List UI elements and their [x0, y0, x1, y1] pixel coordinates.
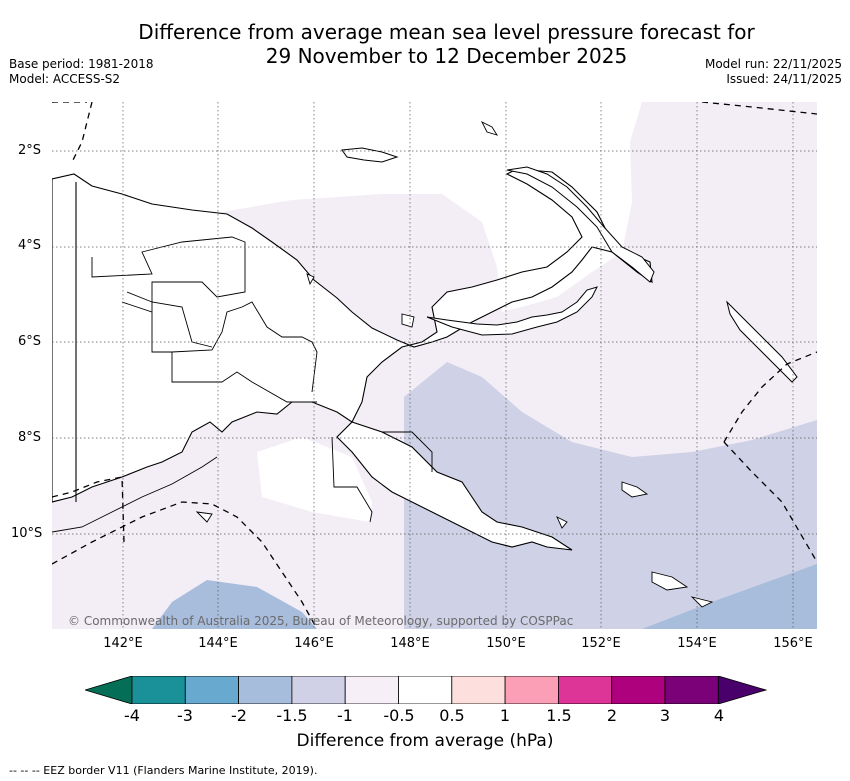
lon-label-146e: 146°E: [294, 636, 334, 651]
legend-label: 3: [659, 706, 671, 725]
provincial-boundaries: [91, 236, 433, 523]
legend-label: 1.5: [546, 706, 572, 725]
lat-label-6s: 6°S: [18, 334, 42, 349]
eastern-islands: [195, 120, 714, 608]
copyright-notice: © Commonwealth of Australia 2025, Bureau…: [68, 614, 574, 628]
eez-footnote: -- -- -- EEZ border V11 (Flanders Marine…: [9, 764, 318, 777]
legend-swatch: [238, 676, 293, 704]
lon-label-142e: 142°E: [103, 636, 143, 651]
lon-label-156e: 156°E: [773, 636, 813, 651]
bougainville-island: [726, 300, 798, 383]
meta-left: Base period: 1981-2018 Model: ACCESS-S2: [9, 57, 154, 87]
anomaly-zone-dark: [152, 580, 317, 629]
lon-label-154e: 154°E: [677, 636, 717, 651]
title-line-2: 29 November to 12 December 2025: [265, 44, 628, 68]
legend-swatch: [664, 676, 719, 704]
legend-swatch: [557, 676, 613, 704]
model-name: Model: ACCESS-S2: [9, 72, 121, 86]
legend-label: 4: [713, 706, 725, 725]
eez-borders: [52, 102, 817, 629]
meta-right: Model run: 22/11/2025 Issued: 24/11/2025: [705, 57, 842, 87]
lat-label-8s: 8°S: [18, 430, 42, 445]
model-run: Model run: 22/11/2025: [704, 57, 842, 71]
legend-label: -1.5: [276, 706, 308, 725]
legend-label: -4: [124, 706, 140, 725]
lon-label-148e: 148°E: [390, 636, 430, 651]
manus-island: [341, 147, 399, 163]
legend-swatch: [451, 676, 506, 704]
anomaly-zone-white: [257, 437, 372, 522]
new-guinea-coastline: [52, 168, 653, 551]
legend-title: Difference from average (hPa): [296, 731, 554, 751]
lon-label-144e: 144°E: [198, 636, 238, 651]
lon-label-150e: 150°E: [486, 636, 526, 651]
lon-label-152e: 152°E: [581, 636, 621, 651]
map-title: Difference from average mean sea level p…: [0, 20, 850, 68]
legend-swatch: [398, 676, 453, 704]
anomaly-zone-medium: [404, 362, 817, 629]
torres-strait-coast: [52, 456, 218, 533]
lat-label-10s: 10°S: [11, 526, 43, 541]
new-ireland-island: [506, 166, 655, 283]
legend-label: 1: [499, 706, 511, 725]
legend-swatch: [184, 676, 240, 704]
legend-label: -2: [231, 706, 247, 725]
lat-label-2s: 2°S: [18, 143, 42, 158]
legend-swatch: [504, 676, 559, 704]
legend-label: 2: [606, 706, 618, 725]
base-period: Base period: 1981-2018: [9, 57, 154, 71]
legend-swatch-max: [717, 676, 767, 704]
legend-label: -0.5: [383, 706, 415, 725]
legend-swatch: [131, 676, 186, 704]
lat-label-4s: 4°S: [18, 238, 42, 253]
graticule: [52, 102, 817, 629]
legend-swatch: [291, 676, 346, 704]
legend-swatches: [85, 676, 767, 704]
anomaly-zone-dark-east: [642, 564, 817, 629]
legend-swatch: [611, 676, 666, 704]
map-canvas: [52, 102, 817, 629]
title-line-1: Difference from average mean sea level p…: [138, 20, 755, 44]
map-panel: © Commonwealth of Australia 2025, Bureau…: [52, 102, 817, 629]
legend-swatch: [344, 676, 399, 704]
legend-colorbar: [85, 676, 767, 704]
new-britain-island: [426, 286, 598, 336]
issued-date: Issued: 24/11/2025: [726, 72, 842, 86]
legend-label: -3: [177, 706, 193, 725]
legend-label: -1: [337, 706, 353, 725]
legend-label: 0.5: [439, 706, 465, 725]
legend-swatch-min: [85, 676, 133, 704]
